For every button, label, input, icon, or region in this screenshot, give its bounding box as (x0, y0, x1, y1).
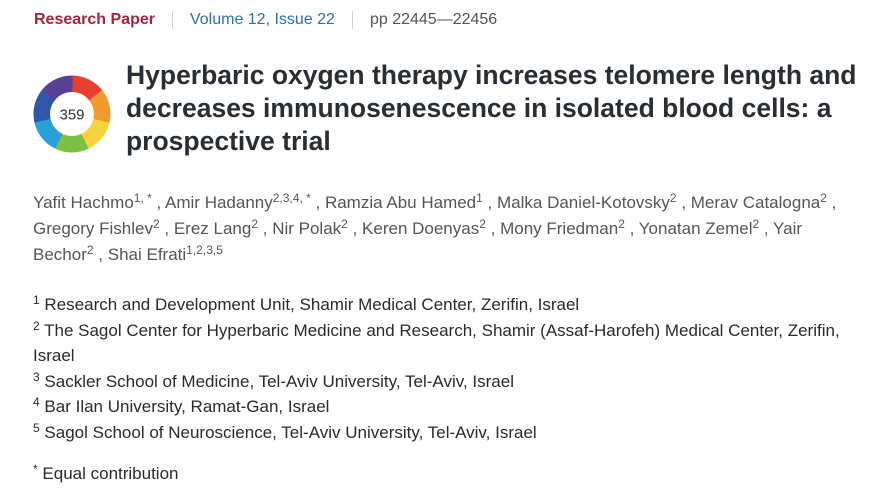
author-affiliation-marker: 2,3,4, * (272, 191, 311, 205)
page-range: pp 22445—22456 (369, 11, 498, 28)
affiliation-text: Research and Development Unit, Shamir Me… (44, 295, 580, 314)
author-affiliation-marker: 1,2,3,5 (186, 243, 223, 257)
author: Keren Doenyas2 (362, 217, 486, 238)
affiliation-text: Sagol School of Neuroscience, Tel-Aviv U… (44, 422, 537, 442)
affiliation-item: 3 Sackler School of Medicine, Tel-Aviv U… (33, 369, 863, 395)
donut-segment (41, 75, 73, 102)
author-affiliation-marker: 2 (251, 217, 259, 231)
author: Nir Polak2 (272, 217, 348, 238)
author-name[interactable]: Yair Bechor (33, 219, 803, 264)
author-affiliation-marker: 2 (152, 217, 160, 231)
author-name[interactable]: Shai Efrati (107, 245, 187, 264)
author-affiliation-marker: 2 (479, 217, 486, 231)
article-meta-bar: Research Paper Volume 12, Issue 22 pp 22… (34, 11, 497, 29)
affiliation-item: 4 Bar Ilan University, Ramat-Gan, Israel (33, 394, 863, 420)
affiliation-item: 1 Research and Development Unit, Shamir … (33, 292, 863, 318)
altmetric-donut-ring (33, 75, 111, 153)
author: Ramzia Abu Hamed1 (324, 191, 483, 212)
author: Yair Bechor2 (33, 219, 802, 264)
affiliation-list: 1 Research and Development Unit, Shamir … (33, 292, 863, 445)
divider (351, 11, 353, 29)
author-name[interactable]: Merav Catalogna (690, 193, 821, 212)
author-name[interactable]: Amir Hadanny (165, 193, 273, 212)
author-affiliation-marker: 2 (341, 217, 348, 231)
affiliation-number: 2 (33, 318, 40, 333)
author-affiliation-marker: 2 (669, 191, 677, 205)
altmetric-badge-icon[interactable]: 359 (32, 74, 112, 154)
affiliation-text: Bar Ilan University, Ramat-Gan, Israel (44, 397, 330, 416)
paper-title: Hyperbaric oxygen therapy increases telo… (126, 60, 857, 156)
author: Yonatan Zemel2 (638, 217, 760, 238)
author-affiliation-marker: 2 (86, 243, 94, 257)
author-name[interactable]: Yafit Hachmo (33, 193, 134, 212)
donut-segment (34, 117, 64, 149)
divider (171, 11, 173, 29)
author-name[interactable]: Ramzia Abu Hamed (324, 193, 477, 212)
affiliation-number: 4 (33, 395, 40, 409)
affiliation-item: 5 Sagol School of Neuroscience, Tel-Aviv… (33, 420, 863, 446)
author: Merav Catalogna2 (690, 191, 827, 212)
author-name[interactable]: Mony Friedman (500, 219, 619, 238)
donut-segment (54, 132, 89, 153)
affiliation-text: The Sagol Center for Hyperbaric Medicine… (33, 320, 840, 366)
altmetric-score: 359 (59, 107, 84, 124)
author-name[interactable]: Gregory Fishlev (33, 219, 153, 238)
author: Gregory Fishlev2 (33, 217, 160, 238)
badge-center (50, 92, 94, 136)
author: Erez Lang2 (173, 217, 259, 238)
author: Malka Daniel-Kotovsky2 (497, 191, 677, 212)
donut-segment (33, 89, 56, 123)
author-name[interactable]: Yonatan Zemel (638, 219, 753, 238)
equal-contribution-mark: * (33, 462, 38, 476)
author-affiliation-marker: 2 (618, 217, 625, 231)
author-affiliation-marker: 1 (476, 191, 483, 205)
donut-segment (80, 118, 110, 150)
author-name[interactable]: Erez Lang (173, 219, 252, 238)
author: Yafit Hachmo1, * (33, 191, 152, 212)
affiliation-number: 1 (33, 293, 40, 307)
author-name[interactable]: Nir Polak (272, 219, 342, 238)
author-affiliation-marker: 2 (820, 191, 827, 205)
author: Shai Efrati1,2,3,5 (107, 243, 223, 264)
author-list: Yafit Hachmo1, * , Amir Hadanny2,3,4, * … (33, 191, 837, 264)
author: Amir Hadanny2,3,4, * (165, 191, 311, 212)
volume-issue-link[interactable]: Volume 12, Issue 22 (189, 11, 335, 28)
equal-contribution-text: Equal contribution (42, 464, 179, 483)
author-affiliation-marker: 2 (752, 217, 760, 231)
equal-contribution-note: * Equal contribution (33, 462, 179, 484)
affiliation-text: Sackler School of Medicine, Tel-Aviv Uni… (44, 371, 514, 391)
author-name[interactable]: Malka Daniel-Kotovsky (497, 193, 670, 212)
author-affiliation-marker: 1, * (133, 191, 152, 205)
affiliation-item: 2 The Sagol Center for Hyperbaric Medici… (33, 318, 863, 369)
donut-segment (71, 75, 103, 102)
affiliation-number: 5 (33, 420, 40, 435)
affiliation-number: 3 (33, 369, 40, 384)
article-type-link[interactable]: Research Paper (34, 11, 155, 28)
donut-segment (88, 89, 111, 124)
author-name[interactable]: Keren Doenyas (362, 219, 480, 238)
author: Mony Friedman2 (500, 217, 625, 238)
